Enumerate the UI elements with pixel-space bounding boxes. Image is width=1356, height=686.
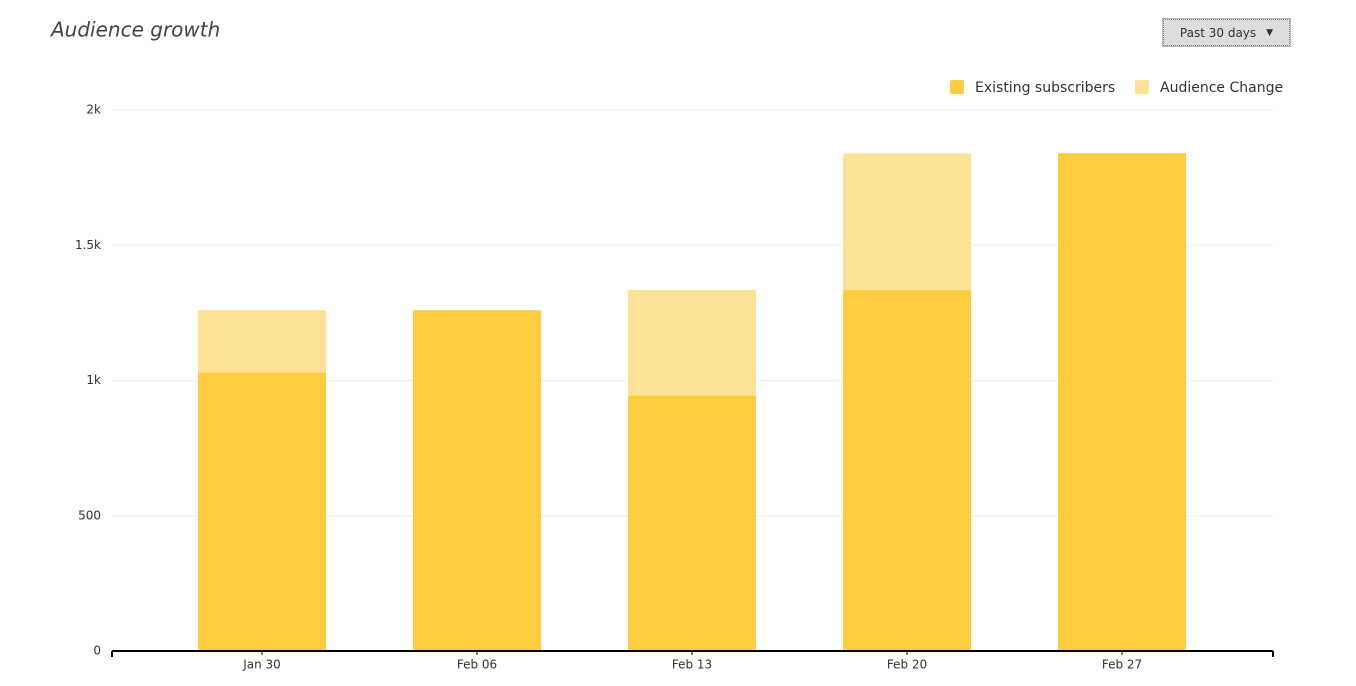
chart-title: Audience growth <box>49 18 220 42</box>
bar-segment <box>628 289 756 396</box>
x-tick-label: Jan 30 <box>242 658 281 672</box>
bar-segment <box>198 310 326 373</box>
chevron: ▼ <box>1266 27 1274 38</box>
legend-label: Audience Change <box>1160 80 1283 96</box>
x-tick-label: Feb 27 <box>1102 658 1142 672</box>
bar-segment <box>843 289 971 651</box>
y-tick-label: 0 <box>93 644 101 658</box>
bar-segment <box>413 310 541 651</box>
range-dropdown[interactable]: Past 30 days ▼ <box>1163 19 1290 46</box>
legend-label: Existing subscribers <box>975 80 1115 96</box>
bar-segment <box>628 395 756 651</box>
bar-segment <box>843 153 971 290</box>
legend-swatch <box>950 80 964 94</box>
x-tick-label: Feb 13 <box>672 658 712 672</box>
x-tick-label: Feb 06 <box>457 658 497 672</box>
y-tick-label: 1k <box>86 373 101 387</box>
x-tick-label: Feb 20 <box>887 658 927 672</box>
bar-segment <box>1058 153 1186 651</box>
y-tick-label: 2k <box>86 103 101 117</box>
bar-segment <box>198 372 326 651</box>
legend-swatch <box>1135 80 1149 94</box>
y-tick-label: 1.5k <box>75 238 101 252</box>
y-tick-label: 500 <box>78 508 101 522</box>
dropdown-label: Past 30 days <box>1179 25 1257 40</box>
